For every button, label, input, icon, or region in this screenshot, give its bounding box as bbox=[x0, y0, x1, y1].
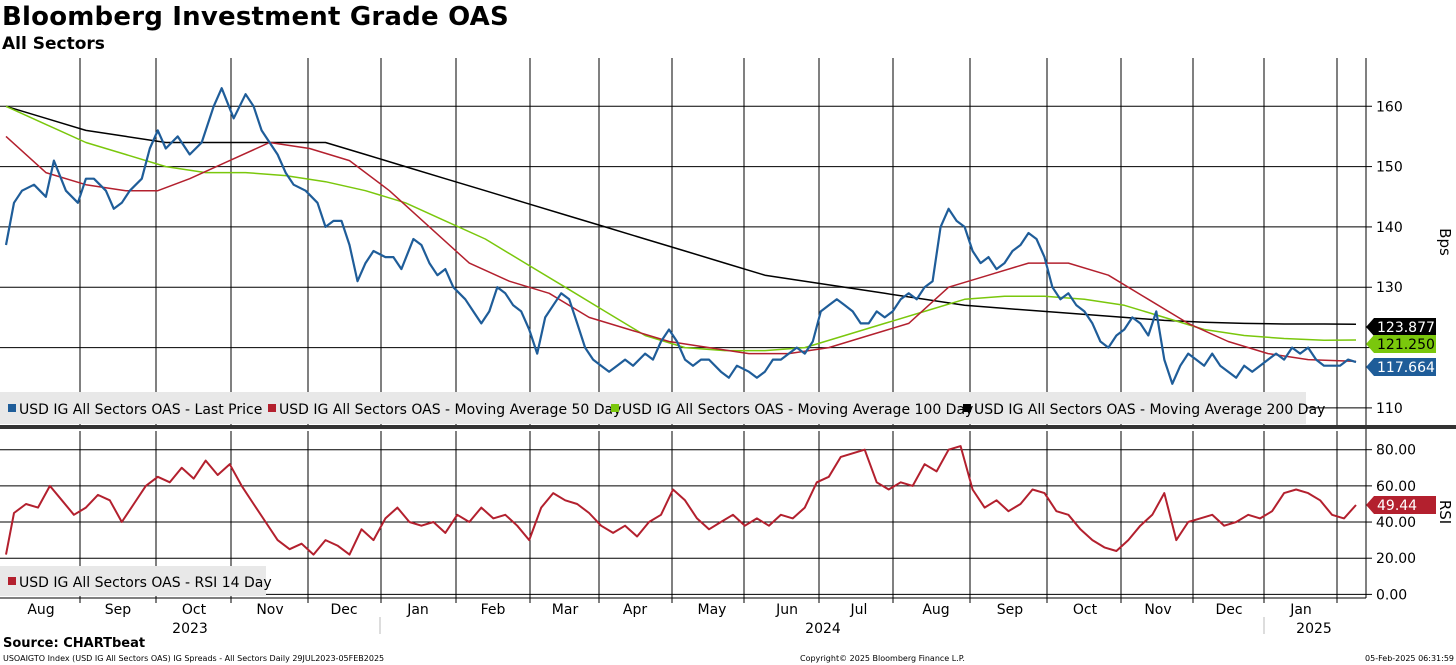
end-label-last-price: 117.664 bbox=[1366, 358, 1436, 376]
legend-item-ma50-swatch bbox=[268, 404, 276, 412]
end-label-rsi: 49.44 bbox=[1366, 495, 1436, 514]
legend-item-last-price-swatch bbox=[8, 404, 16, 412]
end-label-rsi-bg bbox=[1366, 495, 1436, 514]
legend-item-rsi-text: USD IG All Sectors OAS - RSI 14 Day bbox=[19, 575, 272, 591]
y-tick-label-upper: 130 bbox=[1376, 280, 1403, 296]
series-rsi bbox=[5, 445, 1357, 556]
x-tick-label-year: 2024 bbox=[805, 621, 841, 637]
x-tick-label-month: Oct bbox=[182, 602, 207, 618]
y-tick-label-upper: 160 bbox=[1376, 99, 1403, 115]
y-tick-label-lower: 40.00 bbox=[1376, 515, 1416, 531]
y-tick-label-lower: 0.00 bbox=[1376, 587, 1407, 603]
x-tick-label-year: 2023 bbox=[172, 621, 208, 637]
series-last-price bbox=[4, 87, 1357, 385]
legend-item-last-price-text: USD IG All Sectors OAS - Last Price bbox=[19, 402, 262, 418]
end-label-ma100-bg bbox=[1366, 335, 1436, 353]
y-tick-label-lower: 20.00 bbox=[1376, 551, 1416, 567]
x-tick-label-month: Aug bbox=[922, 602, 949, 618]
x-tick-label-month: Oct bbox=[1073, 602, 1098, 618]
chart-subtitle: All Sectors bbox=[2, 34, 105, 54]
legend-item-rsi-swatch bbox=[8, 577, 16, 585]
chart-title: Bloomberg Investment Grade OAS bbox=[2, 2, 509, 32]
legend: USD IG All Sectors OAS - Last Price USD I… bbox=[0, 392, 1325, 596]
x-tick-label-month: Dec bbox=[330, 602, 357, 618]
end-label-ma200-text: 123.877 bbox=[1377, 320, 1435, 336]
x-tick-label-month: Aug bbox=[27, 602, 54, 618]
footer-timestamp: 05-Feb-2025 06:31:59 bbox=[1365, 654, 1454, 663]
y-axis-title-upper: Bps bbox=[1436, 228, 1454, 256]
x-tick-label-month: Feb bbox=[481, 602, 506, 618]
x-tick-label-month: Nov bbox=[1144, 602, 1171, 618]
x-tick-label-month: Nov bbox=[256, 602, 283, 618]
y-tick-label-upper: 140 bbox=[1376, 220, 1403, 236]
end-label-ma200-bg bbox=[1366, 318, 1436, 336]
x-tick-label-month: Apr bbox=[623, 602, 647, 618]
x-tick-label-month: Sep bbox=[105, 602, 132, 618]
x-tick-label-month: May bbox=[698, 602, 727, 618]
end-label-last-price-bg bbox=[1366, 358, 1436, 376]
x-tick-label-month: Jul bbox=[850, 602, 868, 618]
legend-item-ma200-swatch bbox=[963, 404, 971, 412]
legend-item-ma50-text: USD IG All Sectors OAS - Moving Average … bbox=[279, 402, 621, 418]
legend-box-upper bbox=[0, 392, 1306, 424]
legend-item-ma200-text: USD IG All Sectors OAS - Moving Average … bbox=[974, 402, 1325, 418]
upper-series bbox=[4, 87, 1357, 385]
end-label-rsi-text: 49.44 bbox=[1377, 498, 1417, 514]
x-tick-label-month: Jan bbox=[406, 602, 429, 618]
y-tick-label-lower: 60.00 bbox=[1376, 479, 1416, 495]
y-tick-label-upper: 110 bbox=[1376, 401, 1403, 417]
end-label-ma100-text: 121.250 bbox=[1377, 337, 1435, 353]
end-label-last-price-text: 117.664 bbox=[1377, 360, 1435, 376]
series-ma50 bbox=[5, 135, 1357, 363]
x-tick-label-month: Dec bbox=[1215, 602, 1242, 618]
x-tick-label-month: Jan bbox=[1289, 602, 1312, 618]
end-label-ma100: 121.250 bbox=[1366, 335, 1436, 353]
legend-box-lower bbox=[0, 566, 266, 596]
x-tick-label-month: Sep bbox=[997, 602, 1024, 618]
y-tick-label-lower: 80.00 bbox=[1376, 443, 1416, 459]
upper-grid bbox=[0, 58, 1366, 426]
series-ma100 bbox=[5, 105, 1357, 352]
footer-copyright: Copyright© 2025 Bloomberg Finance L.P. bbox=[800, 654, 965, 663]
axes: 1101201301401501600.0020.0040.0060.0080.… bbox=[0, 58, 1456, 637]
x-tick-label-month: Mar bbox=[552, 602, 579, 618]
y-axis-title-lower: RSI bbox=[1436, 500, 1454, 524]
lower-series bbox=[5, 445, 1357, 556]
source-note: Source: CHARTbeat bbox=[3, 636, 146, 651]
series-ma200 bbox=[5, 105, 1357, 325]
x-tick-label-year: 2025 bbox=[1296, 621, 1332, 637]
x-tick-label-month: Jun bbox=[775, 602, 798, 618]
legend-item-ma100-text: USD IG All Sectors OAS - Moving Average … bbox=[622, 402, 973, 418]
footer-index: USOAIGTO Index (USD IG All Sectors OAS) … bbox=[3, 654, 385, 663]
legend-item-ma100-swatch bbox=[611, 404, 619, 412]
y-tick-label-upper: 150 bbox=[1376, 160, 1403, 176]
end-label-ma200: 123.877 bbox=[1366, 318, 1436, 336]
